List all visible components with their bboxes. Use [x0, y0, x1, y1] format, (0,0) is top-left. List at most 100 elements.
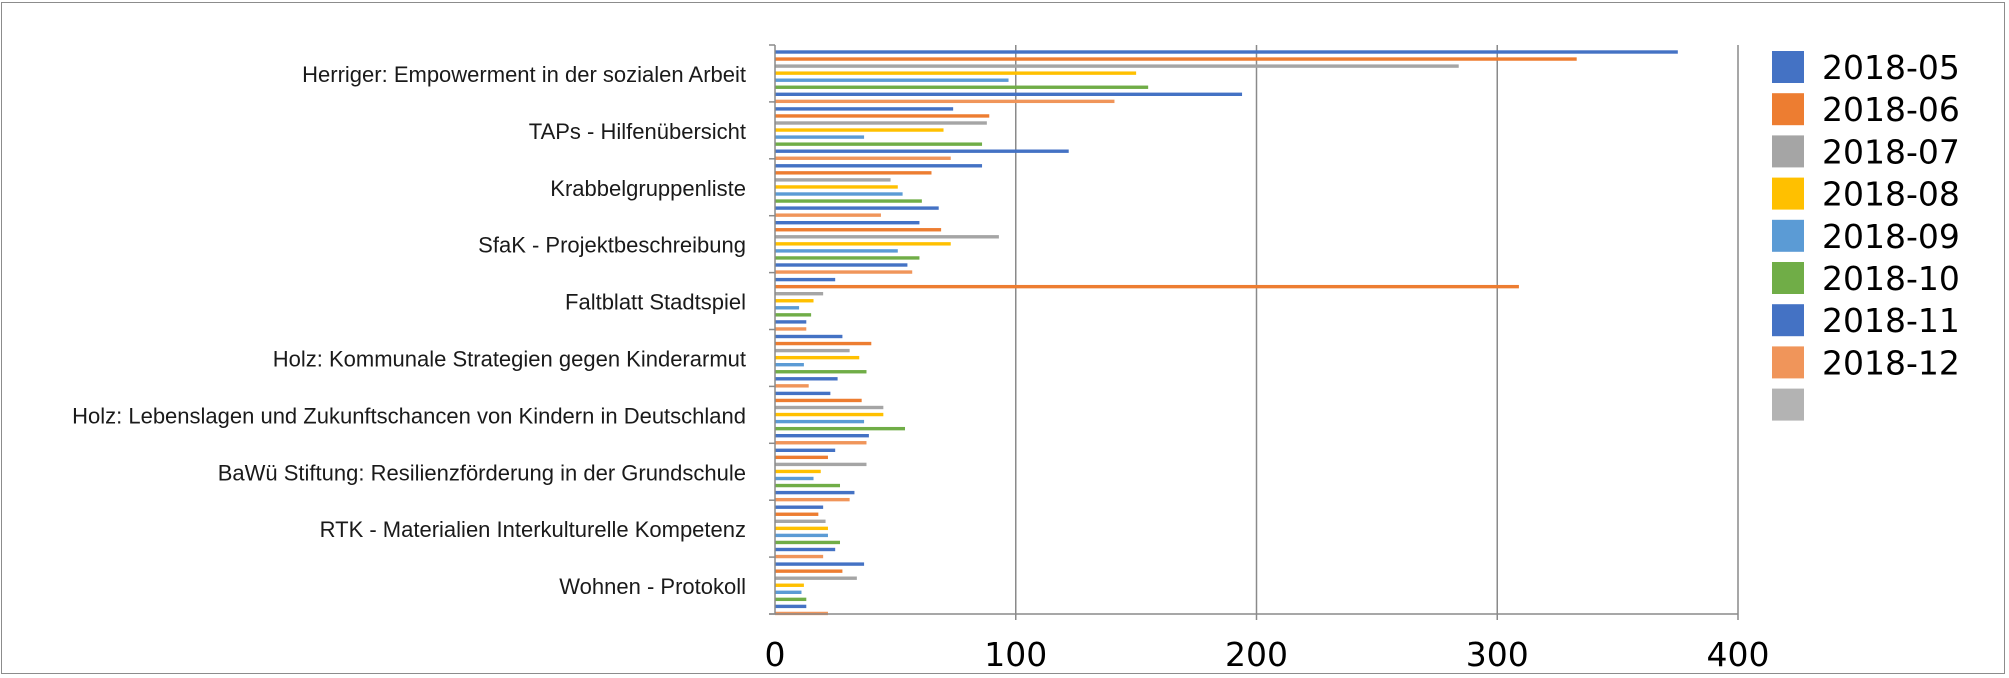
legend-item[interactable]: 2018-09 [1772, 217, 1960, 256]
bar-2018-09-3 [775, 249, 898, 253]
bar-2018-12-4 [775, 327, 807, 331]
x-tick-labels: 0 100 200 300 400 [765, 635, 1770, 674]
bar-2018-09-4 [775, 306, 800, 310]
legend-item[interactable]: 2018-05 [1772, 48, 1960, 87]
bar-2018-10-1 [775, 142, 983, 146]
x-tick-label: 400 [1707, 635, 1770, 674]
bar-2018-10-0 [775, 85, 1149, 89]
legend-swatch [1772, 135, 1804, 168]
bar-2018-07-8 [775, 519, 826, 523]
bar-2018-08-0 [775, 71, 1137, 75]
bar-2018-08-3 [775, 242, 951, 246]
gridlines [1015, 45, 1739, 620]
category-label: BaWü Stiftung: Resilienzförderung in der… [218, 460, 746, 485]
bar-2018-08-5 [775, 355, 860, 360]
legend-label: 2018-09 [1822, 217, 1960, 256]
bar-2018-08-7 [775, 469, 821, 474]
bar-2018-09-2 [775, 192, 903, 196]
bars [775, 50, 1678, 616]
bar-2018-12-3 [775, 270, 913, 274]
legend-swatch [1772, 262, 1804, 294]
bar-2018-07-3 [775, 235, 999, 239]
bar-2018-06-3 [775, 228, 942, 232]
legend-label: 2018-11 [1822, 301, 1960, 340]
bar-2018-05-6 [775, 391, 831, 396]
bar-2018-10-8 [775, 540, 841, 545]
legend-item[interactable] [1772, 388, 1804, 421]
bar-2018-09-9 [775, 590, 802, 594]
legend-swatch [1772, 177, 1804, 210]
bar-2018-12-1 [775, 156, 951, 160]
bar-2018-12-8 [775, 554, 824, 559]
bar-2018-11-8 [775, 547, 836, 552]
bar-2018-10-6 [775, 426, 906, 431]
bar-2018-07-6 [775, 405, 884, 410]
bar-2018-09-7 [775, 476, 814, 481]
bar-2018-12-6 [775, 441, 867, 445]
bar-2018-10-4 [775, 313, 812, 317]
bar-2018-09-6 [775, 419, 865, 424]
bar-2018-06-6 [775, 398, 862, 403]
bar-2018-05-0 [775, 50, 1678, 54]
bar-2018-05-4 [775, 277, 836, 282]
bar-2018-08-1 [775, 128, 944, 132]
bar-2018-09-1 [775, 135, 865, 139]
bar-2018-10-7 [775, 483, 841, 488]
bar-2018-07-0 [775, 64, 1459, 68]
bar-2018-08-8 [775, 526, 828, 531]
bar-2018-11-6 [775, 434, 869, 438]
bar-2018-12-2 [775, 213, 881, 217]
x-tick-label: 100 [984, 635, 1047, 674]
bar-2018-10-9 [775, 597, 807, 602]
bar-2018-11-3 [775, 263, 908, 267]
legend-item[interactable]: 2018-06 [1772, 90, 1960, 129]
bar-2018-06-8 [775, 512, 819, 516]
bar-2018-05-9 [775, 562, 865, 566]
bar-2018-12-7 [775, 497, 850, 502]
legend-label: 2018-05 [1822, 48, 1960, 87]
legend-item[interactable]: 2018-08 [1772, 175, 1960, 214]
bar-2018-12-0 [775, 99, 1115, 104]
category-label: Holz: Kommunale Strategien gegen Kindera… [273, 347, 746, 372]
bar-2018-10-5 [775, 370, 867, 374]
x-tick-label: 0 [765, 635, 786, 674]
legend-label: 2018-06 [1822, 90, 1960, 129]
bar-2018-07-2 [775, 178, 891, 182]
x-tick-label: 300 [1466, 635, 1529, 674]
legend-label: 2018-07 [1822, 132, 1960, 171]
category-label: Wohnen - Protokoll [559, 574, 746, 599]
category-labels: Herriger: Empowerment in der sozialen Ar… [72, 62, 746, 599]
bar-2018-09-8 [775, 533, 828, 538]
bar-2018-07-4 [775, 292, 824, 296]
bar-2018-06-9 [775, 569, 843, 573]
legend-item[interactable]: 2018-10 [1772, 259, 1960, 298]
legend-swatch [1772, 93, 1804, 126]
bar-2018-07-7 [775, 462, 867, 467]
legend-label: 2018-12 [1822, 343, 1960, 382]
bar-2018-12-5 [775, 384, 809, 388]
legend-item[interactable]: 2018-07 [1772, 132, 1960, 171]
bar-2018-09-5 [775, 363, 804, 367]
bar-2018-11-9 [775, 604, 807, 609]
legend-label: 2018-10 [1822, 259, 1960, 298]
bar-2018-06-2 [775, 171, 932, 175]
bar-2018-11-0 [775, 92, 1243, 96]
legend[interactable]: 2018-052018-062018-072018-082018-092018-… [1772, 48, 1960, 421]
category-label: Herriger: Empowerment in der sozialen Ar… [302, 62, 746, 87]
bar-2018-06-5 [775, 341, 872, 346]
legend-item[interactable]: 2018-12 [1772, 343, 1960, 382]
bar-2018-09-0 [775, 78, 1009, 82]
x-tick-label: 200 [1225, 635, 1288, 674]
bar-2018-10-3 [775, 256, 920, 260]
legend-swatch [1772, 388, 1804, 421]
legend-swatch [1772, 304, 1804, 337]
axes [769, 44, 1738, 615]
bar-2018-06-1 [775, 114, 990, 118]
bar-2018-10-2 [775, 199, 922, 203]
bar-2018-08-4 [775, 299, 814, 303]
bar-2018-06-0 [775, 57, 1577, 61]
bar-2018-08-2 [775, 185, 898, 189]
legend-item[interactable]: 2018-11 [1772, 301, 1960, 340]
bar-2018-06-4 [775, 284, 1519, 289]
